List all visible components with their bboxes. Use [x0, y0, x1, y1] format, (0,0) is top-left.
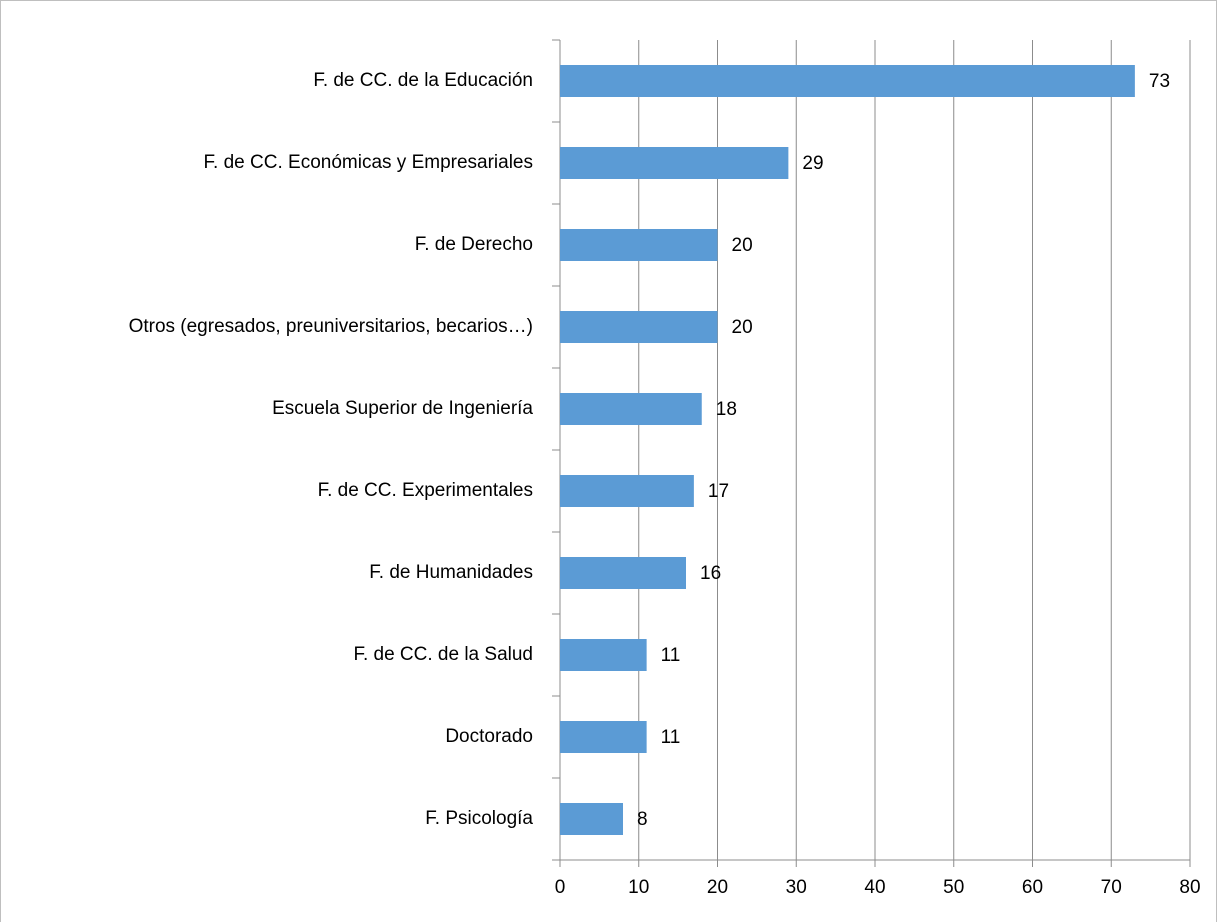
x-tick-label: 20	[707, 877, 728, 898]
y-tick-label: F. de CC. de la Salud	[353, 644, 533, 665]
x-tick-label: 0	[555, 877, 566, 898]
x-tick-label: 40	[864, 877, 885, 898]
value-label: 20	[732, 235, 753, 256]
bar	[560, 475, 694, 507]
value-label: 11	[661, 645, 681, 666]
bar	[560, 639, 647, 671]
y-tick-label: F. de CC. Experimentales	[318, 480, 533, 501]
y-tick-label: F. de CC. Económicas y Empresariales	[204, 152, 533, 173]
bar	[560, 229, 718, 261]
value-label: 29	[802, 153, 823, 174]
value-label: 16	[700, 563, 721, 584]
bar	[560, 393, 702, 425]
y-tick-label: Otros (egresados, preuniversitarios, bec…	[129, 316, 533, 337]
y-tick-label: Doctorado	[445, 726, 533, 747]
x-tick-label: 10	[628, 877, 649, 898]
value-label: 18	[716, 399, 737, 420]
x-tick-label: 80	[1179, 877, 1200, 898]
bar	[560, 311, 718, 343]
value-label: 17	[708, 481, 729, 502]
x-tick-label: 60	[1022, 877, 1043, 898]
value-label: 8	[637, 809, 648, 830]
x-tick-label: 70	[1101, 877, 1122, 898]
y-tick-label: F. de Humanidades	[369, 562, 533, 583]
x-tick-label: 50	[943, 877, 964, 898]
value-label: 11	[661, 727, 681, 748]
bar	[560, 721, 647, 753]
value-label: 20	[732, 317, 753, 338]
y-tick-label: Escuela Superior de Ingeniería	[272, 398, 533, 419]
bar	[560, 147, 789, 179]
y-tick-label: F. Psicología	[425, 808, 533, 829]
bar	[560, 803, 623, 835]
x-tick-label: 30	[786, 877, 807, 898]
value-label: 73	[1149, 71, 1170, 92]
bar	[560, 65, 1135, 97]
bar	[560, 557, 686, 589]
y-tick-label: F. de CC. de la Educación	[313, 70, 533, 91]
y-tick-label: F. de Derecho	[415, 234, 533, 255]
